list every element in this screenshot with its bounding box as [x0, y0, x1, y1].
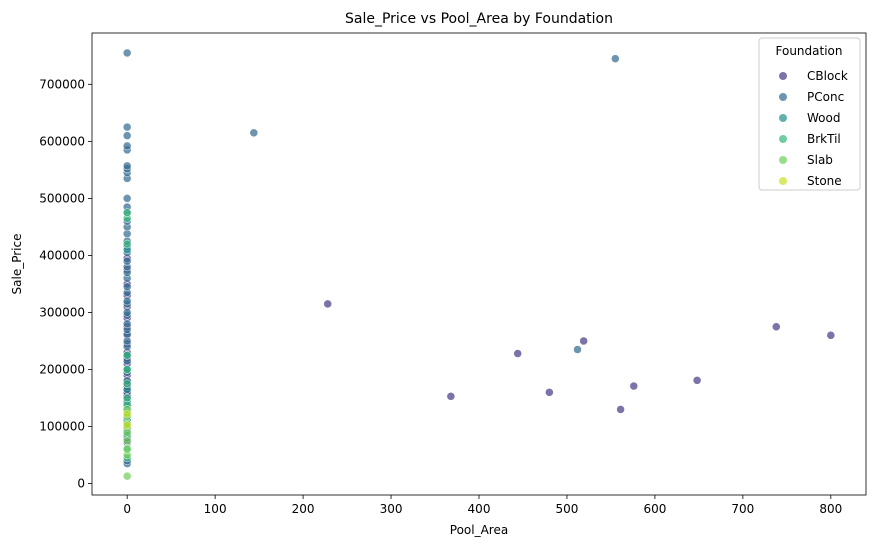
point-pconc [122, 141, 132, 151]
points-layer [122, 48, 836, 481]
x-tick-label: 200 [292, 502, 315, 516]
legend-label-cblock: CBlock [807, 69, 848, 83]
y-tick-label: 600000 [39, 134, 85, 148]
point-pconc [122, 48, 132, 58]
point-cblock [513, 349, 522, 358]
y-tick-label: 400000 [39, 248, 85, 262]
legend-marker-wood [779, 114, 787, 122]
point-cblock [446, 392, 456, 401]
point-pconc [122, 194, 132, 203]
x-tick-label: 100 [204, 502, 227, 516]
plot-frame [91, 32, 867, 496]
point-pconc [122, 282, 132, 292]
point-cblock [772, 322, 781, 331]
x-tick-label: 800 [819, 502, 842, 516]
x-axis-label: Pool_Area [450, 523, 508, 537]
legend-marker-slab [779, 156, 787, 164]
point-cblock [826, 331, 836, 340]
point-cblock [323, 299, 332, 309]
point-pconc [122, 296, 132, 306]
point-pconc [122, 122, 132, 132]
point-pconc [249, 128, 259, 138]
legend-marker-pconc [779, 93, 787, 101]
point-brktil [122, 379, 132, 389]
y-tick-label: 500000 [39, 191, 85, 205]
point-cblock [629, 381, 639, 391]
y-axis: 0 100000 200000 300000 400000 500000 600000 700… [39, 77, 92, 491]
y-tick-label: 0 [77, 477, 85, 491]
legend-label-slab: Slab [807, 153, 833, 167]
legend-label-stone: Stone [807, 174, 842, 188]
point-cblock [579, 336, 588, 346]
point-cblock [692, 376, 702, 385]
y-tick-label: 200000 [39, 363, 85, 377]
x-tick-label: 700 [731, 502, 754, 516]
legend-marker-stone [779, 177, 787, 185]
y-tick-label: 100000 [39, 420, 85, 434]
point-slab [122, 436, 132, 446]
point-brktil [122, 351, 132, 360]
point-cblock [616, 405, 625, 414]
point-pconc [122, 308, 132, 317]
legend-label-wood: Wood [807, 111, 840, 125]
point-cblock [545, 388, 554, 397]
x-tick-label: 400 [468, 502, 491, 516]
legend-items: CBlock PConc Wood BrkTil Slab Stone [779, 69, 848, 188]
point-brktil [122, 239, 132, 249]
chart-title: Sale_Price vs Pool_Area by Foundation [345, 11, 613, 27]
point-brktil [122, 208, 132, 217]
legend-title: Foundation [776, 44, 843, 58]
y-tick-label: 300000 [39, 305, 85, 319]
legend: Foundation CBlock PConc Wood BrkTil Slab Ston… [758, 37, 861, 191]
point-pconc [122, 131, 132, 140]
point-pconc [122, 161, 132, 171]
legend-marker-cblock [779, 72, 787, 80]
x-axis: 0 100 200 300 400 500 600 700 800 [123, 495, 842, 516]
legend-label-brktil: BrkTil [807, 132, 841, 146]
x-tick-label: 500 [556, 502, 579, 516]
point-pconc [122, 319, 132, 329]
point-brktil [122, 365, 132, 374]
point-slab [122, 471, 132, 481]
point-pconc [573, 345, 582, 354]
point-pconc [611, 54, 620, 63]
point-brktil [122, 393, 132, 403]
point-slab [122, 445, 132, 454]
y-axis-label: Sale_Price [10, 234, 24, 295]
point-pconc [122, 256, 132, 266]
x-tick-label: 300 [380, 502, 403, 516]
point-stone [122, 421, 132, 430]
x-tick-label: 600 [643, 502, 666, 516]
point-stone [122, 409, 132, 419]
x-tick-label: 0 [123, 502, 131, 516]
legend-label-pconc: PConc [807, 90, 844, 104]
y-tick-label: 700000 [39, 77, 85, 91]
legend-marker-brktil [779, 135, 787, 143]
